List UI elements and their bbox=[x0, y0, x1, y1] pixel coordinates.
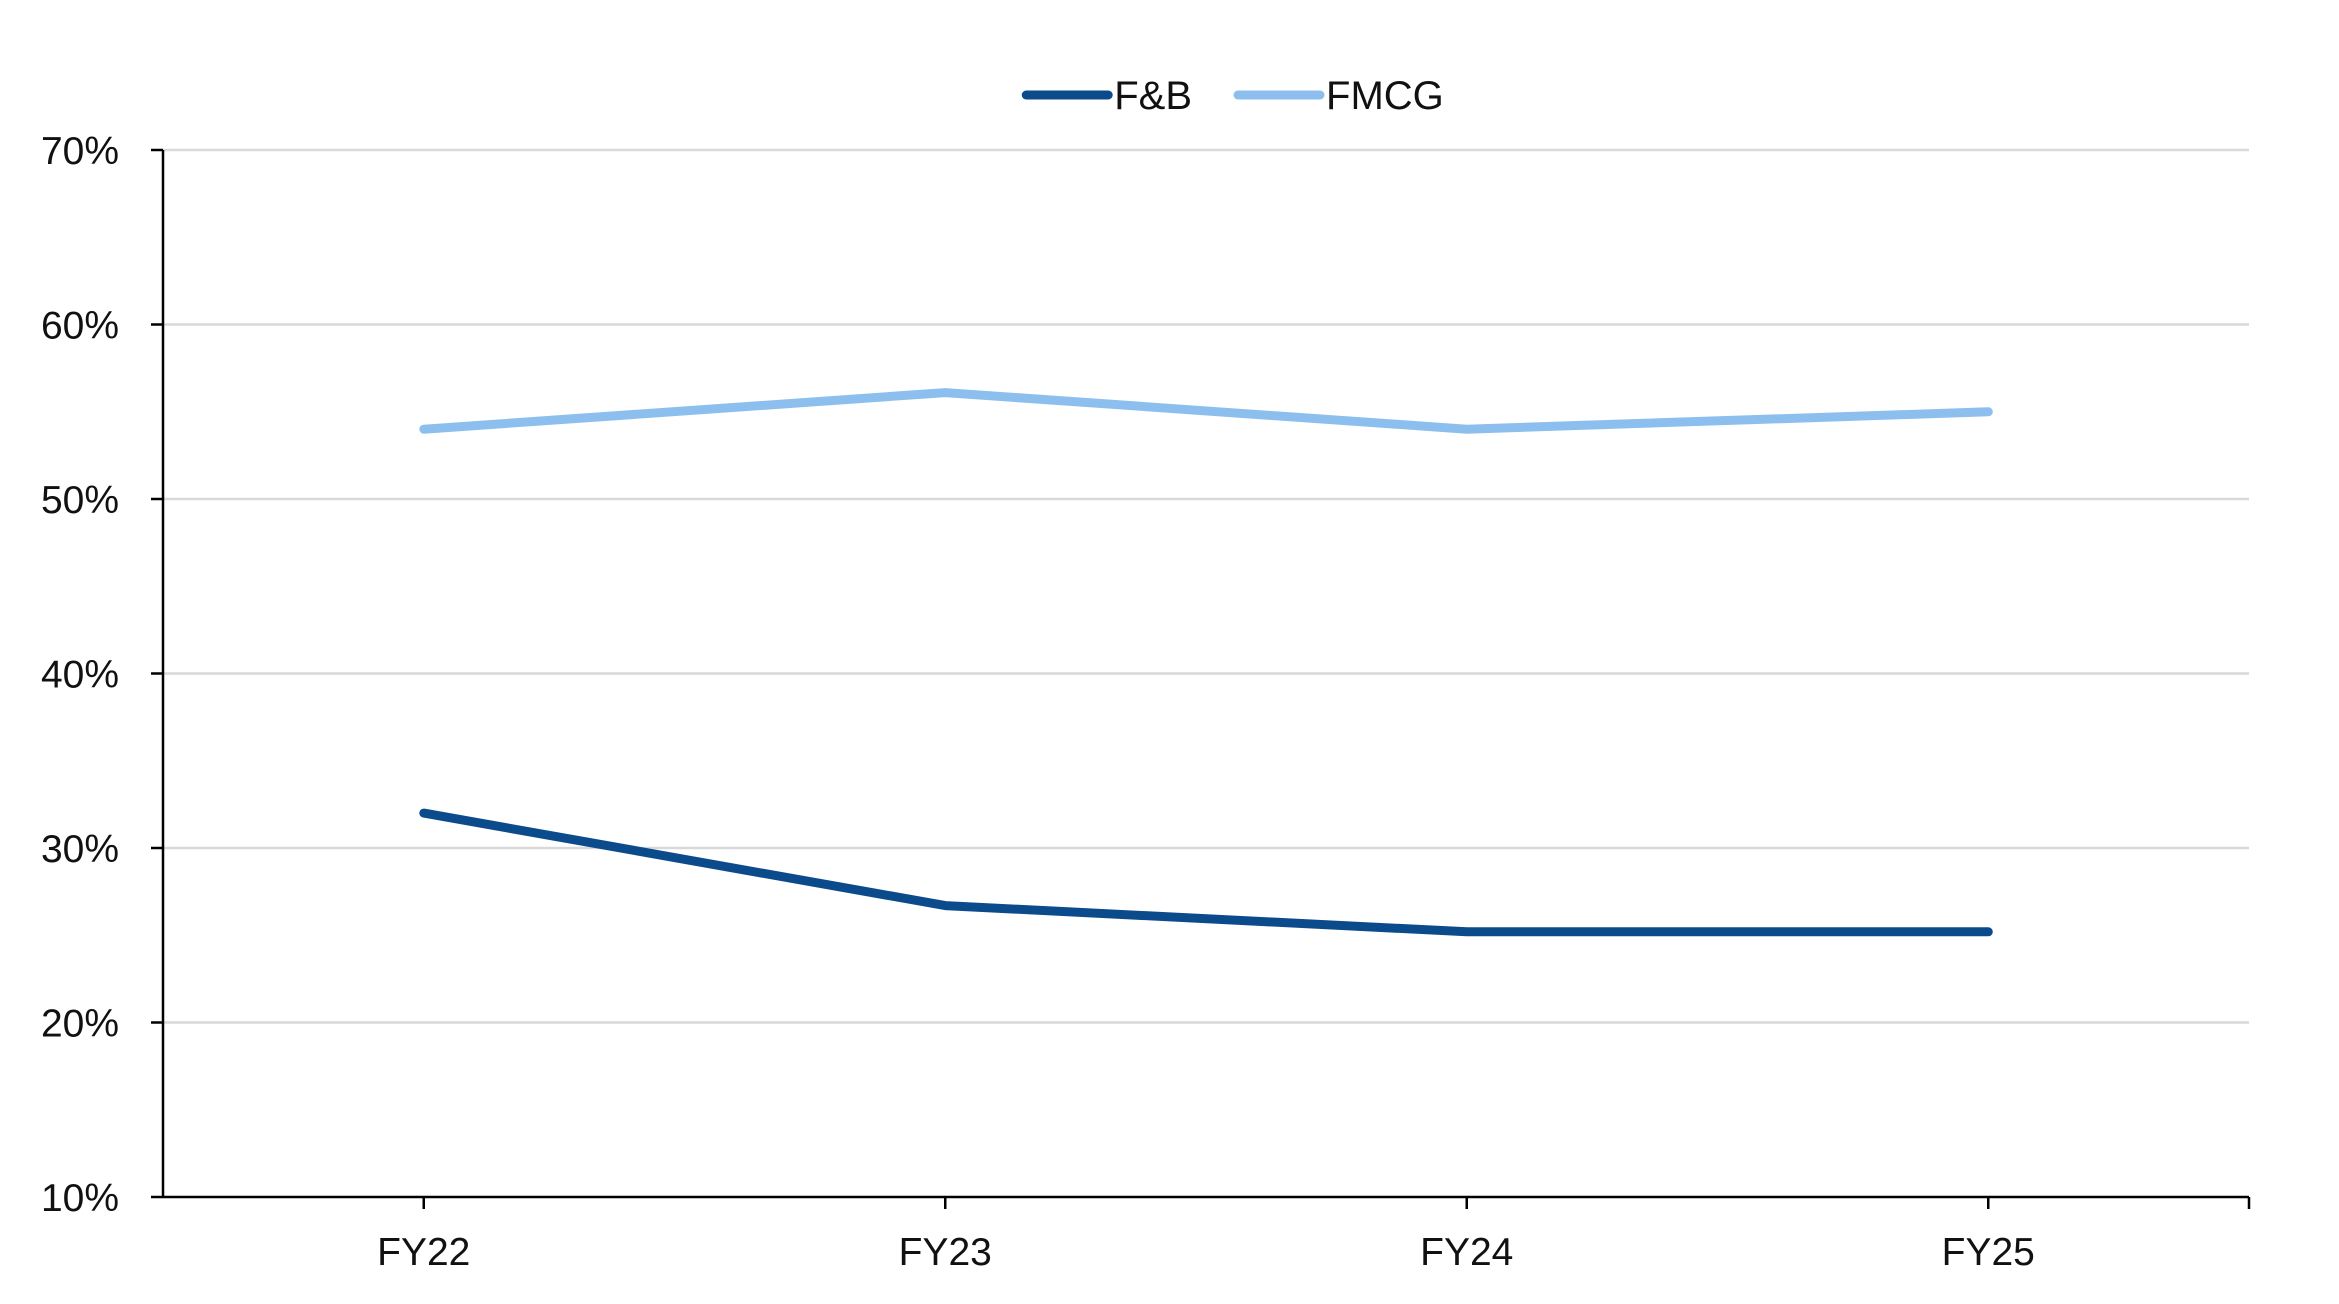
x-tick-label: FY24 bbox=[1420, 1231, 1513, 1274]
tick-labels: 10% 20% 30% 40% 50% 60% 70% FY22 FY23 FY24 FY25 bbox=[41, 130, 2035, 1274]
series-line-1 bbox=[419, 388, 1993, 434]
y-tick-label: 40% bbox=[41, 654, 119, 697]
x-tick-label: FY22 bbox=[377, 1231, 470, 1274]
x-tick-label: FY25 bbox=[1942, 1231, 2035, 1274]
gridlines bbox=[163, 148, 2249, 1024]
legend-label-0: F&B bbox=[1114, 74, 1192, 118]
y-tick-label: 20% bbox=[41, 1003, 119, 1046]
y-tick-label: 10% bbox=[41, 1177, 119, 1220]
y-tick-label: 70% bbox=[41, 130, 119, 173]
legend: F&B FMCG bbox=[1021, 74, 1444, 118]
y-tick-label: 50% bbox=[41, 479, 119, 522]
x-tick-label: FY23 bbox=[899, 1231, 992, 1274]
legend-label-1: FMCG bbox=[1326, 74, 1444, 118]
y-tick-label: 60% bbox=[41, 305, 119, 348]
series-lines bbox=[419, 388, 1993, 937]
y-tick-label: 30% bbox=[41, 828, 119, 871]
series-line-0 bbox=[419, 808, 1993, 937]
axes bbox=[151, 148, 2251, 1209]
